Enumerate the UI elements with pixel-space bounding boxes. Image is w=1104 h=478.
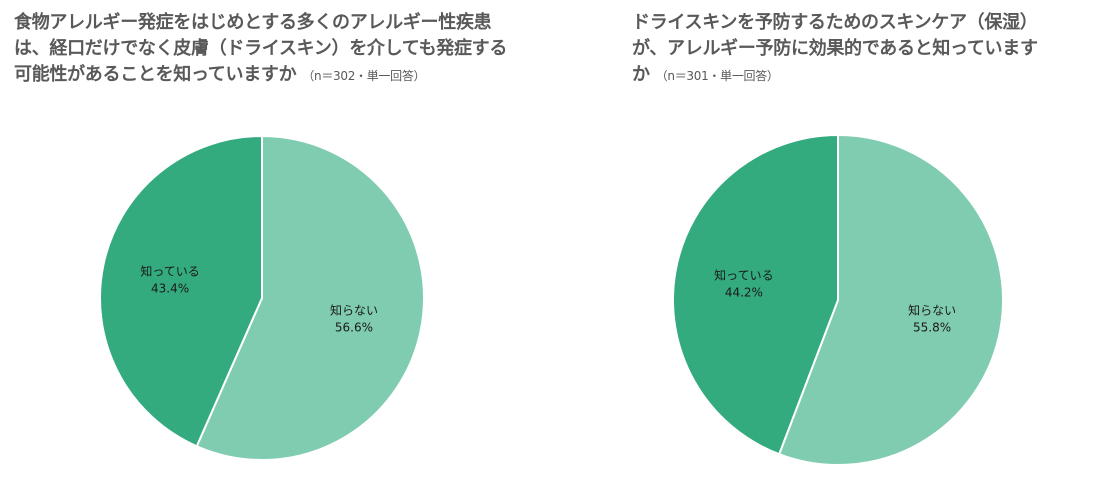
pie-1-slice-2-value: 56.6% [335,320,373,334]
chart-title-text-1: 食物アレルギー発症をはじめとする多くのアレルギー性疾患は、経口だけでなく皮膚（ド… [14,12,508,85]
pie-1-slice-1 [99,134,263,448]
pie-1-slice-1-label: 知っている [140,265,199,279]
chart-title-1: 食物アレルギー発症をはじめとする多くのアレルギー性疾患は、経口だけでなく皮膚（ド… [14,10,514,89]
chart-title-text-2: ドライスキンを予防するためのスキンケア（保湿）が、アレルギー予防に効果的であると… [632,12,1038,85]
pie-2-slice-1-value: 44.2% [725,286,763,300]
pie-2-slice-2-value: 55.8% [913,320,951,334]
pie-1-slice-1-value: 43.4% [151,282,189,296]
chart-note-2: （n＝301・単一回答） [655,69,779,83]
pie-1-slice-2-label: 知らない [330,303,378,317]
pie-2-slice-2-label: 知らない [908,303,956,317]
pie-1-slice-2 [195,134,425,461]
chart-title-2: ドライスキンを予防するためのスキンケア（保湿）が、アレルギー予防に効果的であると… [632,10,1052,89]
pie-2-slice-1 [672,133,839,456]
chart-note-1: （n＝302・単一回答） [302,69,426,83]
pie-2-slice-2 [777,133,1004,466]
pie-2-slice-1-label: 知っている [714,269,773,283]
